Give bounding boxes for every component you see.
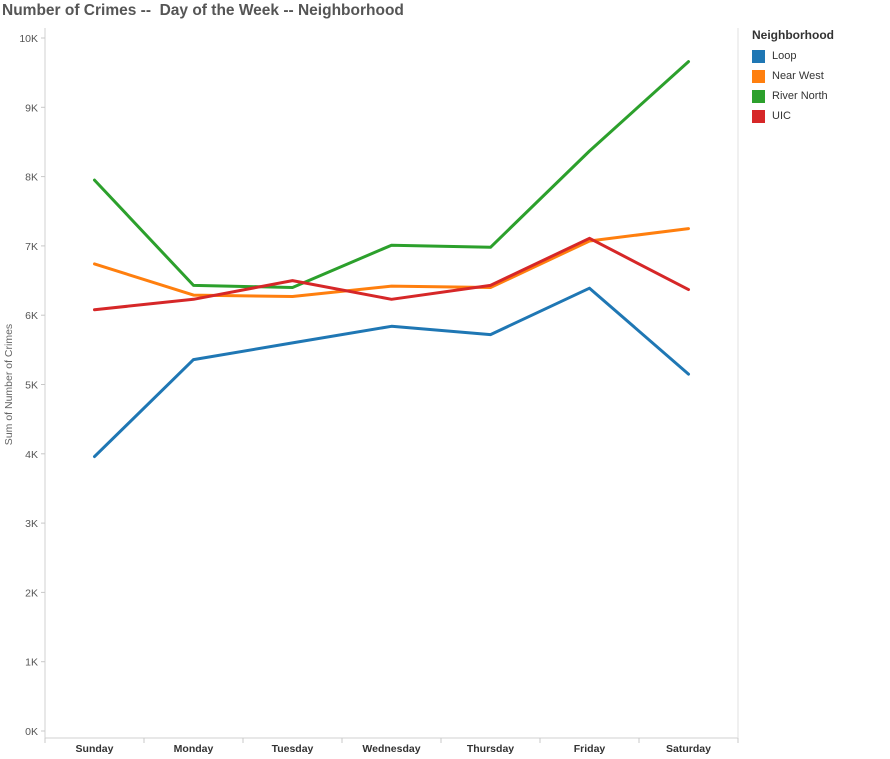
legend-item-uic[interactable]: UIC <box>752 106 834 126</box>
legend-swatch <box>752 49 765 63</box>
x-tick-label: Friday <box>574 743 606 755</box>
y-tick-label: 1K <box>25 657 38 669</box>
series-line-uic[interactable] <box>93 236 690 312</box>
x-tick-label: Monday <box>174 743 214 755</box>
chart-series <box>93 60 690 459</box>
y-tick-label: 4K <box>25 449 38 461</box>
legend-swatch <box>752 109 765 123</box>
y-tick-label: 3K <box>25 518 38 530</box>
y-axis-label: Sum of Number of Crimes <box>3 324 15 445</box>
y-tick-label: 6K <box>25 310 38 322</box>
legend-swatch <box>752 69 765 83</box>
y-tick-label: 7K <box>25 241 38 253</box>
x-tick-label: Sunday <box>76 743 114 755</box>
y-tick-label: 9K <box>25 102 38 114</box>
series-line-river-north[interactable] <box>93 60 690 289</box>
legend-label: River North <box>772 90 828 102</box>
x-tick-label: Thursday <box>467 743 514 755</box>
series-line-near-west[interactable] <box>93 227 690 298</box>
y-tick-label: 5K <box>25 380 38 392</box>
chart-axes: 0K 1K 2K 3K 4K 5K 6K 7K 8K 9K 10K Sunday Monday Tuesd… <box>3 28 739 755</box>
legend-label: Loop <box>772 50 797 62</box>
chart-title: Number of Crimes -- Day of the Week -- N… <box>2 2 404 19</box>
legend-swatch <box>752 89 765 103</box>
legend-items: Loop Near West River North UIC <box>752 46 834 126</box>
legend-label: UIC <box>772 110 791 122</box>
y-tick-label: 8K <box>25 172 38 184</box>
x-tick-label: Wednesday <box>362 743 420 755</box>
legend-title: Neighborhood <box>752 28 834 42</box>
legend-label: Near West <box>772 70 824 82</box>
legend-item-river-north[interactable]: River North <box>752 86 834 106</box>
series-line-loop[interactable] <box>93 286 690 459</box>
y-tick-label: 0K <box>25 726 38 738</box>
y-tick-label: 2K <box>25 587 38 599</box>
legend: Neighborhood Loop Near West River North UIC <box>752 28 834 126</box>
x-tick-label: Tuesday <box>272 743 314 755</box>
x-tick-label: Saturday <box>666 743 711 755</box>
legend-item-loop[interactable]: Loop <box>752 46 834 66</box>
y-tick-label: 10K <box>19 33 38 45</box>
legend-item-near-west[interactable]: Near West <box>752 66 834 86</box>
